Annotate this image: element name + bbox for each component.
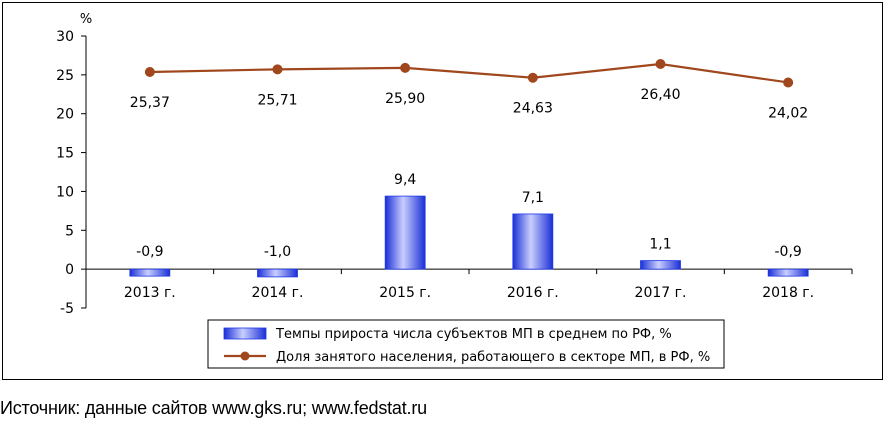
bar-data-label: -1,0 [264, 244, 291, 260]
x-tick-label: 2013 г. [124, 285, 176, 301]
x-tick-label: 2015 г. [379, 285, 431, 301]
x-tick-label: 2017 г. [635, 285, 687, 301]
line-data-label: 24,02 [768, 105, 808, 121]
x-tick-label: 2018 г. [762, 285, 814, 301]
bar [384, 195, 426, 270]
x-tick-label: 2014 г. [252, 285, 304, 301]
bar-data-label: 7,1 [522, 190, 544, 206]
legend-swatch-bar [223, 327, 267, 340]
bar [512, 213, 554, 270]
y-tick-label: 5 [65, 223, 74, 239]
line-point [783, 77, 794, 88]
line-data-label: 25,37 [130, 95, 170, 111]
y-tick-label: 25 [56, 68, 74, 84]
line-point [527, 72, 538, 83]
source-note: Источник: данные сайтов www.gks.ru; www.… [0, 398, 427, 418]
line-point [400, 62, 411, 73]
line-series-path [149, 62, 789, 84]
bar [767, 268, 809, 277]
line-data-label: 25,71 [257, 92, 297, 108]
bar-data-label: 1,1 [649, 237, 671, 253]
bar [640, 260, 681, 270]
legend: Темпы прироста числа субъектов МП в сред… [207, 319, 725, 369]
line-data-label: 24,63 [513, 101, 553, 117]
bar-data-label: 9,4 [394, 172, 416, 188]
y-tick-label: -5 [60, 301, 74, 317]
x-tick-label: 2016 г. [507, 285, 559, 301]
line-data-label: 26,40 [640, 87, 680, 103]
bar-data-label: -0,9 [136, 244, 163, 260]
legend-label-line: Доля занятого населения, работающего в с… [276, 350, 710, 365]
y-tick-label: 0 [65, 262, 74, 278]
bar [257, 268, 298, 278]
legend-label-bar: Темпы прироста числа субъектов МП в сред… [275, 327, 672, 342]
chart-frame [2, 2, 883, 380]
legend-swatch-marker [240, 351, 250, 361]
y-tick-label: 10 [56, 184, 74, 200]
line-data-label: 25,90 [385, 91, 425, 107]
y-axis-label: % [80, 12, 92, 27]
bar [129, 268, 171, 277]
y-tick-label: 15 [56, 146, 74, 162]
y-tick-label: 20 [56, 107, 74, 123]
y-tick-label: 30 [56, 29, 74, 45]
combo-chart: 30 25 20 15 10 5 0 -5% 2013 г. 2014 г. 2015 г. 2016… [56, 12, 853, 369]
line-point [272, 64, 283, 75]
line-point [144, 66, 155, 77]
bar-data-label: -0,9 [775, 244, 802, 260]
legend-box [207, 319, 725, 369]
line-point [655, 58, 666, 69]
